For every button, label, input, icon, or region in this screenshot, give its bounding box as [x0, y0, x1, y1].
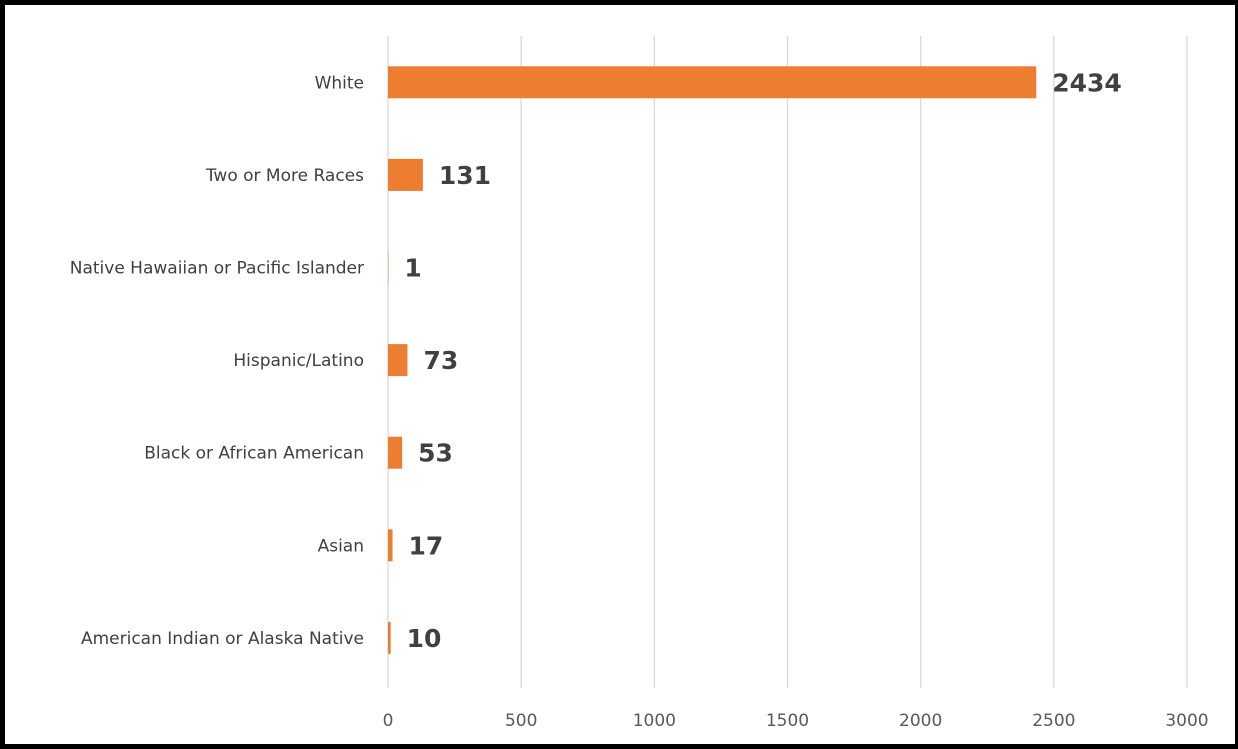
data-label-1: 131 [439, 161, 491, 190]
x-axis-tick-labels: 0 500 1000 1500 2000 2500 3000 [383, 711, 1209, 731]
category-label-1: Two or More Races [205, 166, 364, 186]
bar-3 [388, 344, 408, 377]
category-label-6: American Indian or Alaska Native [81, 629, 364, 649]
data-label-3: 73 [423, 346, 458, 375]
category-labels: White Two or More Races Native Hawaiian or… [70, 73, 364, 649]
x-tick-label-3: 1500 [766, 711, 809, 731]
category-label-5: Asian [318, 536, 364, 556]
category-label-0: White [315, 73, 364, 93]
x-tick-label-1: 500 [505, 711, 537, 731]
x-tick-label-4: 2000 [899, 711, 942, 731]
bar-6 [388, 621, 391, 654]
category-label-3: Hispanic/Latino [233, 351, 364, 371]
bar-5 [388, 529, 393, 562]
bars [388, 66, 1037, 654]
x-tick-label-6: 3000 [1165, 711, 1208, 731]
x-tick-label-5: 2500 [1032, 711, 1075, 731]
category-label-4: Black or African American [144, 444, 364, 464]
data-label-2: 1 [404, 254, 421, 283]
x-tick-label-2: 1000 [633, 711, 676, 731]
bar-0 [388, 66, 1037, 99]
category-label-2: Native Hawaiian or Pacific Islander [70, 259, 364, 279]
gridlines [387, 36, 1188, 688]
data-label-0: 2434 [1052, 68, 1122, 97]
bar-1 [388, 158, 423, 191]
data-label-5: 17 [409, 531, 444, 560]
data-label-4: 53 [418, 439, 453, 468]
x-tick-label-0: 0 [383, 711, 394, 731]
data-labels: 2434 131 1 73 53 17 10 [404, 68, 1121, 653]
bar-4 [388, 436, 403, 469]
data-label-6: 10 [407, 624, 442, 653]
